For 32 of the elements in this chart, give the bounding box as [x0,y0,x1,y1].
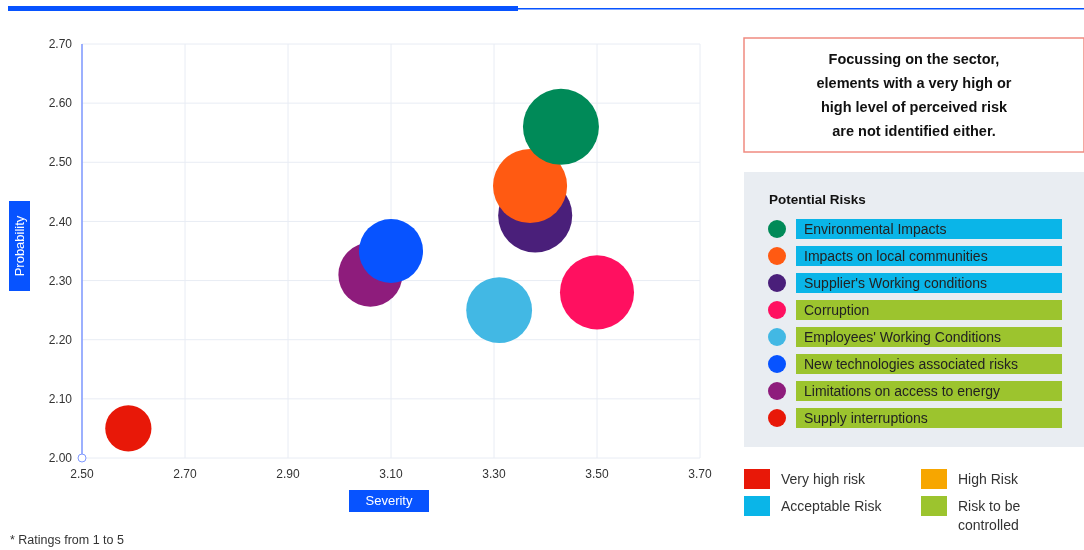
y-tick-label: 2.10 [48,392,73,407]
legend-label: Limitations on access to energy [804,383,1001,399]
y-tick-label: 2.70 [48,37,73,52]
legend-label: Employees' Working Conditions [804,329,1001,345]
y-tick-label: 2.00 [48,451,73,466]
x-tick-label: 2.70 [173,467,197,481]
text: High Risk [958,471,1019,487]
x-tick-label: 2.90 [276,467,300,481]
y-tick-label: 2.50 [48,155,73,170]
y-tick-label: 2.40 [48,214,73,229]
y-tick-label: 2.60 [48,96,73,111]
y-tick-label: 2.30 [48,273,73,288]
x-tick-label: 3.50 [585,467,609,481]
x-tick-label: 3.30 [482,467,506,481]
x-tick-label: 2.50 [70,467,94,481]
legend-label: Corruption [804,302,870,318]
x-tick-label: 3.70 [688,467,712,481]
x-axis-title: Severity [365,493,413,508]
legend-title: Potential Risks [769,192,866,207]
y-axis-title: Probability [12,215,27,277]
legend-label: Impacts on local communities [804,248,988,264]
legend-label: Environmental Impacts [804,221,947,237]
text: Acceptable Risk [781,498,883,514]
x-tick-label: 3.10 [379,467,403,481]
legend-label: Supply interruptions [804,410,928,426]
text: Risk to be controlled [958,498,1021,533]
text: * Ratings from 1 to 5 [10,533,124,547]
legend-label: Supplier's Working conditions [804,275,987,291]
text: Very high risk [781,471,867,487]
y-tick-label: 2.20 [48,332,73,347]
legend-label: New technologies associated risks [804,356,1018,372]
text: Focussing on the sector, elements with a very high or high level of perceived risk are not identified either. [816,51,1012,139]
